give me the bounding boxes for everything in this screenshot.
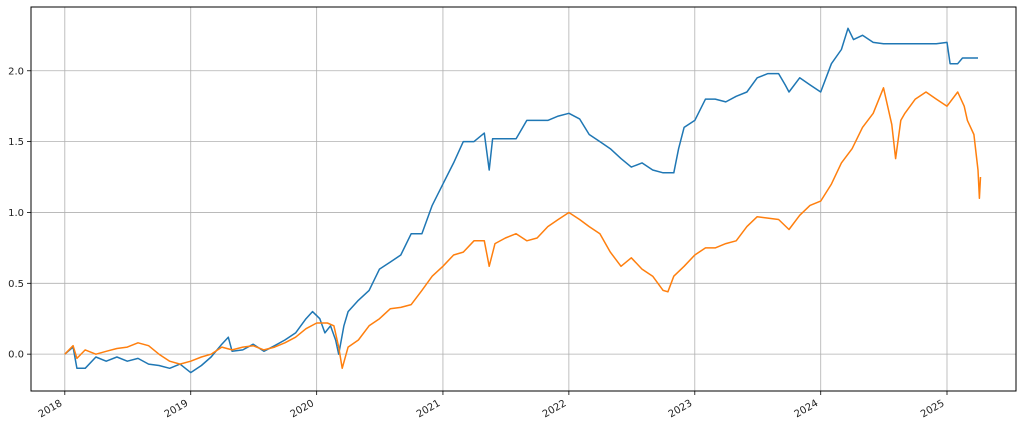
y-tick-label: 0.5: [8, 279, 24, 290]
series-line-1: [64, 27, 978, 374]
series-lines: [64, 27, 982, 374]
x-tick-label: 2021: [415, 398, 443, 420]
x-tick-label: 2019: [163, 398, 191, 420]
x-tick-label: 2018: [37, 398, 65, 420]
y-tick-label: 2.0: [8, 66, 24, 77]
grid-lines: [31, 7, 1016, 391]
tick-labels: 2018 2019 2020 2021 2022 2023 2024 2025 0.0 0.5 1.…: [8, 66, 948, 420]
x-tick-label: 2022: [541, 398, 569, 420]
axes-frame: [30, 6, 1017, 392]
y-tick-label: 0.0: [8, 350, 24, 361]
x-tick-label: 2025: [919, 398, 947, 420]
y-tick-label: 1.5: [8, 137, 24, 148]
x-tick-label: 2020: [289, 398, 317, 420]
x-tick-label: 2023: [667, 398, 695, 420]
x-tick-label: 2024: [793, 398, 821, 420]
y-tick-label: 1.0: [8, 208, 24, 219]
series-line-2: [64, 87, 982, 370]
